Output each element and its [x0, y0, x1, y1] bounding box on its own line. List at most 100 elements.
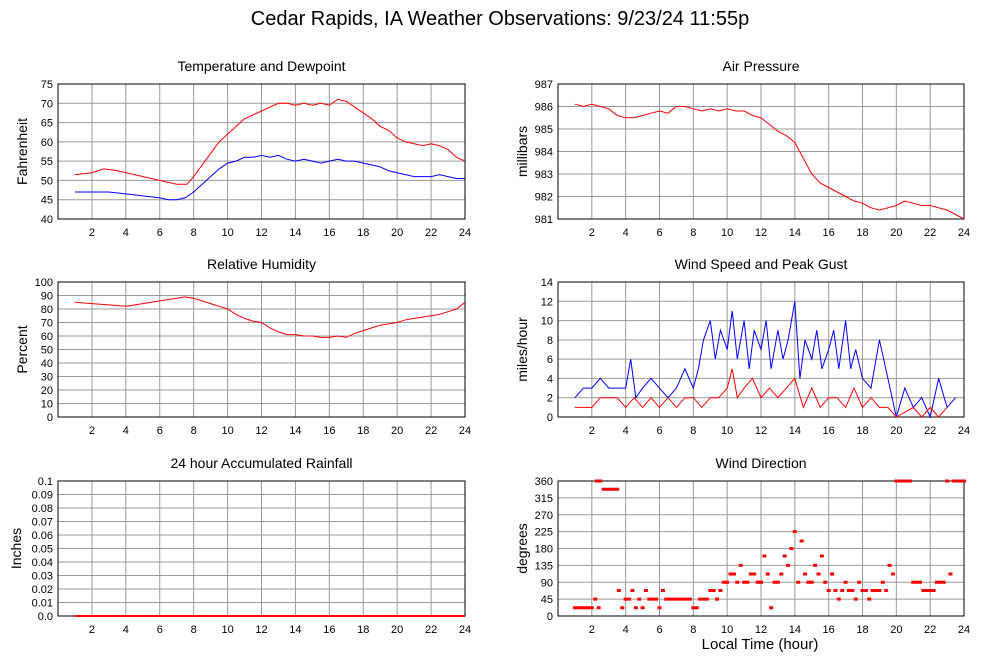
series-line-pressure-0 — [574, 103, 965, 220]
x-tick-label: 22 — [425, 425, 437, 437]
y-tick-label: 65 — [41, 118, 53, 130]
data-point — [921, 589, 926, 592]
x-tick-label: 10 — [221, 425, 233, 437]
data-point — [576, 606, 581, 610]
data-point — [586, 606, 591, 610]
y-tick-label: 983 — [535, 169, 553, 181]
data-point — [843, 580, 848, 584]
data-point — [742, 580, 747, 584]
data-point — [647, 597, 652, 601]
data-point — [650, 597, 655, 601]
x-tick-label: 16 — [323, 624, 335, 636]
y-tick-label: 4 — [547, 373, 553, 385]
y-tick-label: 70 — [41, 98, 53, 110]
series-line-wind-0 — [574, 301, 956, 419]
x-tick-label: 22 — [924, 624, 936, 636]
data-point — [694, 606, 699, 610]
x-tick-label: 10 — [721, 624, 733, 636]
y-tick-label: 50 — [41, 175, 53, 187]
series-line-temp-0 — [74, 98, 466, 185]
x-tick-label: 4 — [623, 425, 629, 437]
data-point — [721, 580, 726, 584]
x-tick-label: 6 — [157, 624, 163, 636]
data-point — [755, 580, 760, 584]
x-tick-label: 4 — [123, 227, 129, 239]
data-point — [718, 589, 723, 592]
x-tick-label: 6 — [656, 227, 662, 239]
x-tick-label: 8 — [191, 227, 197, 239]
data-point — [601, 487, 606, 491]
x-tick-label: 6 — [157, 425, 163, 437]
data-point — [911, 580, 916, 584]
chart-title: Air Pressure — [722, 58, 799, 74]
data-point — [589, 606, 594, 610]
y-tick-label: 10 — [41, 399, 53, 411]
data-point — [615, 487, 620, 491]
data-point — [579, 606, 584, 610]
data-point — [914, 580, 919, 584]
x-tick-label: 2 — [89, 624, 95, 636]
x-tick-label: 24 — [459, 624, 471, 636]
y-tick-label: 0.03 — [32, 571, 53, 583]
data-point — [945, 479, 950, 483]
data-point — [611, 487, 616, 491]
x-tick-label: 2 — [89, 227, 95, 239]
x-tick-label: 20 — [890, 624, 902, 636]
series-line-wind-1 — [574, 368, 948, 418]
data-point — [948, 572, 953, 576]
data-point — [792, 530, 797, 534]
x-tick-label: 2 — [589, 425, 595, 437]
y-axis-label: millibars — [514, 126, 530, 177]
data-point — [725, 580, 730, 584]
plot-frame — [57, 281, 466, 418]
data-point — [874, 589, 879, 592]
data-point — [731, 572, 736, 576]
y-tick-label: 981 — [535, 214, 553, 226]
chart-title: Wind Direction — [715, 455, 806, 471]
data-point — [853, 597, 858, 601]
data-point — [938, 580, 943, 584]
y-tick-label: 10 — [541, 316, 553, 328]
y-tick-label: 985 — [535, 124, 553, 136]
y-tick-label: 0 — [547, 611, 553, 623]
x-tick-label: 8 — [690, 624, 696, 636]
data-point — [772, 580, 777, 584]
x-tick-label: 22 — [924, 227, 936, 239]
y-tick-label: 55 — [41, 156, 53, 168]
y-tick-label: 40 — [41, 358, 53, 370]
data-point — [796, 580, 801, 584]
data-point — [904, 479, 909, 483]
y-tick-label: 8 — [547, 335, 553, 347]
y-tick-label: 135 — [535, 560, 553, 572]
x-tick-label: 12 — [755, 624, 767, 636]
data-point — [765, 572, 770, 576]
chart-title: 24 hour Accumulated Rainfall — [170, 455, 352, 471]
x-tick-label: 8 — [690, 425, 696, 437]
series-line-humidity-0 — [74, 296, 466, 338]
y-axis-label: Fahrenheit — [14, 118, 30, 185]
page-title: Cedar Rapids, IA Weather Observations: 9… — [250, 8, 750, 30]
x-tick-label: 12 — [255, 227, 267, 239]
data-point — [671, 597, 676, 601]
y-tick-label: 75 — [41, 79, 53, 91]
x-tick-label: 2 — [89, 425, 95, 437]
data-point — [877, 589, 882, 592]
data-point — [594, 479, 599, 483]
y-tick-label: 982 — [535, 192, 553, 204]
data-point — [880, 580, 885, 584]
chart-humidity: 2 4 6 8 10 12 14 16 18 20 22 2401020304050607080901… — [14, 256, 471, 437]
data-point — [779, 572, 784, 576]
x-tick-label: 20 — [890, 425, 902, 437]
x-tick-label: 18 — [357, 227, 369, 239]
data-point — [918, 580, 923, 584]
data-point — [857, 580, 862, 584]
data-point — [941, 580, 946, 584]
x-tick-label: 10 — [221, 227, 233, 239]
x-tick-label: 4 — [123, 624, 129, 636]
data-point — [677, 597, 682, 601]
data-point — [620, 606, 625, 610]
data-point — [674, 597, 679, 601]
data-point — [598, 479, 603, 483]
y-tick-label: 0.02 — [32, 584, 53, 596]
data-point — [735, 580, 740, 584]
